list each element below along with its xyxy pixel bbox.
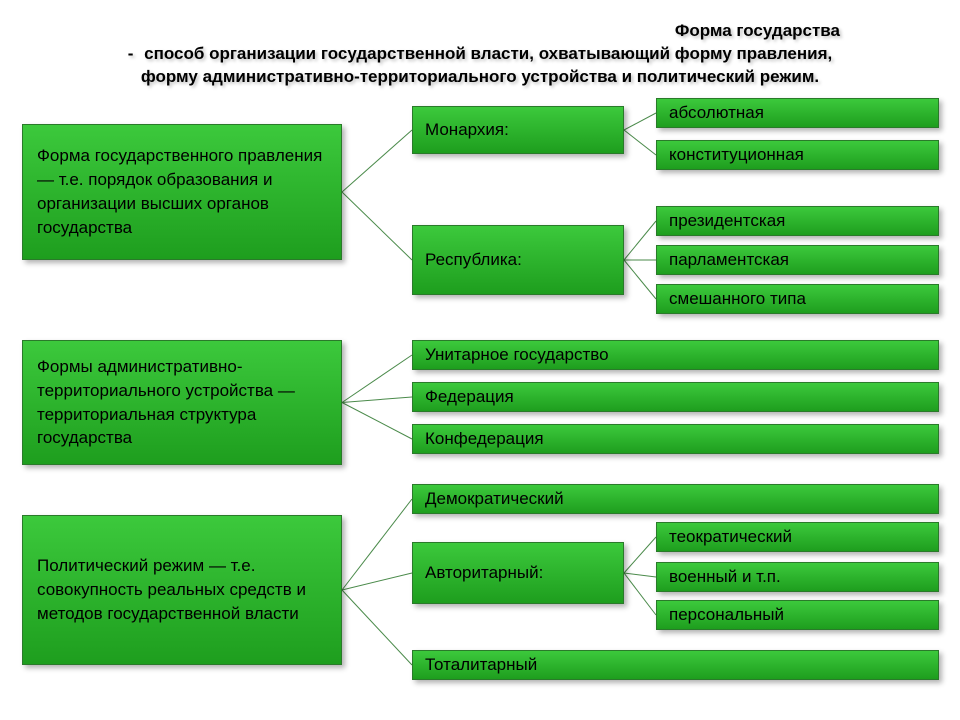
section2-federation-label: Федерация	[425, 387, 514, 407]
section2-confederation: Конфедерация	[412, 424, 939, 454]
section3-personal: персональный	[656, 600, 939, 630]
section1-absolute-label: абсолютная	[669, 103, 764, 123]
section1-parliamentary: парламентская	[656, 245, 939, 275]
section3-military-label: военный и т.п.	[669, 567, 781, 587]
section2-unitary-label: Унитарное государство	[425, 345, 609, 365]
section1-republic-label: Республика:	[425, 250, 522, 270]
section2-confederation-label: Конфедерация	[425, 429, 544, 449]
section3-personal-label: персональный	[669, 605, 784, 625]
section3-democratic: Демократический	[412, 484, 939, 514]
section1-constitutional-label: конституционная	[669, 145, 804, 165]
section3-theocratic: теократический	[656, 522, 939, 552]
section1-root-text: Форма государственного правления — т.е. …	[37, 144, 327, 239]
section2-root-text: Формы административно-территориального у…	[37, 355, 327, 450]
section1-monarchy-label: Монархия:	[425, 120, 509, 140]
section1-presidential: президентская	[656, 206, 939, 236]
section3-theocratic-label: теократический	[669, 527, 792, 547]
diagram-header: Форма государства - способ организации г…	[0, 20, 960, 89]
section3-authoritarian: Авторитарный:	[412, 542, 624, 604]
section2-federation: Федерация	[412, 382, 939, 412]
section1-presidential-label: президентская	[669, 211, 785, 231]
header-line2: способ организации государственной власт…	[144, 44, 832, 63]
section3-root-text: Политический режим — т.е. совокупность р…	[37, 554, 327, 625]
section2-root: Формы административно-территориального у…	[22, 340, 342, 465]
header-line3: форму административно-территориального у…	[141, 67, 819, 86]
section3-totalitarian: Тоталитарный	[412, 650, 939, 680]
section1-root: Форма государственного правления — т.е. …	[22, 124, 342, 260]
section1-parliamentary-label: парламентская	[669, 250, 789, 270]
section3-military: военный и т.п.	[656, 562, 939, 592]
section3-authoritarian-label: Авторитарный:	[425, 563, 543, 583]
section1-republic: Республика:	[412, 225, 624, 295]
section2-unitary: Унитарное государство	[412, 340, 939, 370]
section3-totalitarian-label: Тоталитарный	[425, 655, 537, 675]
header-line1: Форма государства	[675, 21, 840, 40]
section1-mixed-label: смешанного типа	[669, 289, 806, 309]
section1-mixed: смешанного типа	[656, 284, 939, 314]
header-dash: -	[128, 43, 134, 66]
section1-absolute: абсолютная	[656, 98, 939, 128]
section3-root: Политический режим — т.е. совокупность р…	[22, 515, 342, 665]
section1-constitutional: конституционная	[656, 140, 939, 170]
section1-monarchy: Монархия:	[412, 106, 624, 154]
section3-democratic-label: Демократический	[425, 489, 564, 509]
